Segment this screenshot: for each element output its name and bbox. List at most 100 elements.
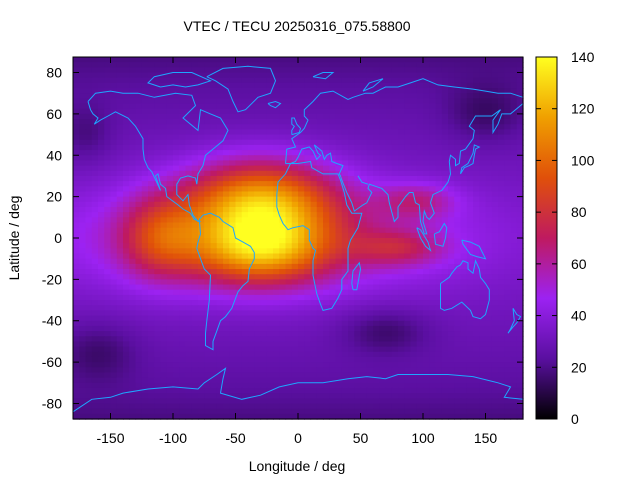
heatmap-cell bbox=[341, 253, 349, 260]
heatmap-cell bbox=[104, 212, 112, 218]
heatmap-cell bbox=[310, 113, 318, 120]
heatmap-cell bbox=[229, 67, 237, 74]
heatmap-cell bbox=[341, 310, 349, 317]
heatmap-cell bbox=[173, 269, 180, 275]
heatmap-cell bbox=[466, 336, 474, 343]
heatmap-cell bbox=[479, 274, 487, 280]
heatmap-cell bbox=[473, 57, 480, 63]
heatmap-cell bbox=[260, 191, 268, 198]
heatmap-cell bbox=[498, 212, 505, 218]
heatmap-cell bbox=[104, 367, 112, 374]
heatmap-cell bbox=[148, 310, 155, 317]
heatmap-cell bbox=[135, 72, 143, 79]
heatmap-cell bbox=[504, 310, 512, 317]
heatmap-cell bbox=[329, 212, 337, 218]
heatmap-cell bbox=[398, 129, 405, 136]
heatmap-cell bbox=[179, 150, 187, 156]
heatmap-cell bbox=[254, 160, 262, 167]
heatmap-cell bbox=[460, 77, 468, 84]
heatmap-cell bbox=[348, 181, 355, 187]
heatmap-cell bbox=[110, 139, 118, 146]
heatmap-cell bbox=[210, 88, 218, 94]
heatmap-cell bbox=[254, 232, 262, 239]
heatmap-cell bbox=[385, 129, 393, 136]
heatmap-cell bbox=[298, 294, 305, 301]
heatmap-cell bbox=[323, 393, 330, 399]
heatmap-cell bbox=[379, 191, 387, 198]
heatmap-cell bbox=[273, 248, 280, 255]
heatmap-cell bbox=[116, 382, 124, 389]
heatmap-cell bbox=[441, 124, 449, 130]
heatmap-cell bbox=[316, 222, 324, 229]
heatmap-cell bbox=[216, 253, 224, 260]
heatmap-cell bbox=[204, 62, 212, 68]
heatmap-cell bbox=[154, 253, 162, 260]
heatmap-cell bbox=[516, 124, 524, 130]
heatmap-cell bbox=[310, 367, 318, 374]
heatmap-cell bbox=[129, 222, 137, 229]
heatmap-cell bbox=[323, 72, 330, 79]
heatmap-cell bbox=[273, 165, 280, 172]
heatmap-cell bbox=[216, 238, 224, 244]
heatmap-cell bbox=[423, 160, 430, 167]
heatmap-cell bbox=[110, 222, 118, 229]
heatmap-cell bbox=[479, 108, 487, 115]
heatmap-cell bbox=[504, 289, 512, 296]
heatmap-cell bbox=[391, 356, 399, 363]
heatmap-cell bbox=[198, 134, 205, 141]
heatmap-cell bbox=[198, 227, 205, 234]
heatmap-cell bbox=[273, 387, 280, 394]
heatmap-cell bbox=[441, 62, 449, 68]
heatmap-cell bbox=[191, 139, 199, 146]
heatmap-cell bbox=[316, 382, 324, 389]
heatmap-cell bbox=[329, 191, 337, 198]
heatmap-cell bbox=[173, 408, 180, 415]
heatmap-cell bbox=[73, 325, 80, 332]
heatmap-cell bbox=[179, 212, 187, 218]
heatmap-cell bbox=[385, 108, 393, 115]
heatmap-cell bbox=[385, 160, 393, 167]
heatmap-cell bbox=[473, 320, 480, 327]
heatmap-cell bbox=[260, 72, 268, 79]
heatmap-cell bbox=[241, 134, 249, 141]
heatmap-cell bbox=[454, 212, 462, 218]
heatmap-cell bbox=[160, 191, 168, 198]
heatmap-cell bbox=[404, 186, 412, 193]
heatmap-cell bbox=[504, 393, 512, 399]
heatmap-cell bbox=[216, 274, 224, 280]
heatmap-cell bbox=[410, 186, 418, 193]
heatmap-cell bbox=[123, 243, 130, 249]
heatmap-cell bbox=[441, 217, 449, 224]
heatmap-cell bbox=[291, 336, 299, 343]
heatmap-cell bbox=[241, 315, 249, 322]
heatmap-cell bbox=[373, 258, 380, 265]
heatmap-cell bbox=[254, 113, 262, 120]
heatmap-cell bbox=[160, 243, 168, 249]
heatmap-cell bbox=[129, 139, 137, 146]
heatmap-cell bbox=[491, 263, 499, 270]
heatmap-cell bbox=[216, 124, 224, 130]
heatmap-cell bbox=[454, 336, 462, 343]
heatmap-cell bbox=[135, 175, 143, 182]
heatmap-cell bbox=[360, 346, 368, 353]
heatmap-cell bbox=[429, 82, 437, 89]
heatmap-cell bbox=[79, 212, 87, 218]
heatmap-cell bbox=[429, 144, 437, 151]
heatmap-cell bbox=[91, 372, 99, 379]
heatmap-cell bbox=[191, 346, 199, 353]
heatmap-cell bbox=[373, 284, 380, 291]
heatmap-cell bbox=[466, 243, 474, 249]
heatmap-cell bbox=[160, 305, 168, 311]
heatmap-cell bbox=[179, 300, 187, 306]
heatmap-cell bbox=[454, 108, 462, 115]
heatmap-cell bbox=[98, 113, 105, 120]
heatmap-cell bbox=[123, 150, 130, 156]
heatmap-cell bbox=[416, 315, 424, 322]
heatmap-cell bbox=[516, 294, 524, 301]
heatmap-cell bbox=[110, 315, 118, 322]
heatmap-cell bbox=[135, 300, 143, 306]
heatmap-cell bbox=[504, 165, 512, 172]
heatmap-cell bbox=[410, 362, 418, 368]
heatmap-cell bbox=[223, 274, 230, 280]
heatmap-cell bbox=[491, 248, 499, 255]
